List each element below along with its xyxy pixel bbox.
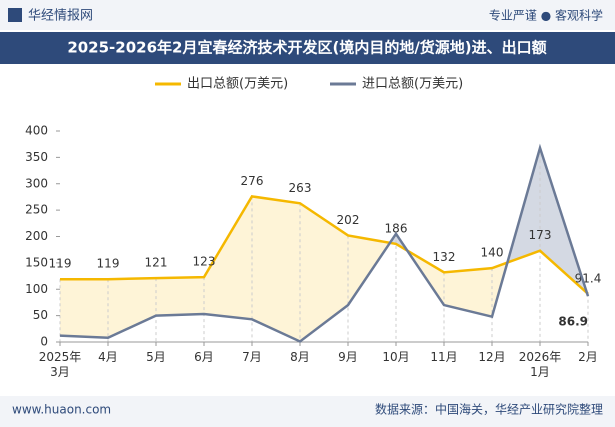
- x-tick-label: 6月: [194, 350, 214, 364]
- chart-title: 2025-2026年2月宜春经济技术开发区(境内目的地/货源地)进、出口额: [67, 39, 546, 57]
- y-tick-label: 0: [40, 335, 48, 349]
- x-tick-label: 2月: [578, 350, 598, 364]
- top-bar: [0, 0, 615, 30]
- value-label: 123: [193, 255, 216, 269]
- x-tick-label: 5月: [146, 350, 166, 364]
- gap-fill: [444, 268, 492, 317]
- y-tick-label: 300: [25, 176, 48, 190]
- x-tick-label: 10月: [382, 350, 410, 364]
- value-label: 132: [433, 250, 456, 264]
- gap-fill: [252, 196, 300, 342]
- y-tick-label: 100: [25, 282, 48, 296]
- footer-bar: [0, 396, 615, 427]
- gap-fill: [60, 279, 108, 338]
- gap-fill: [507, 147, 540, 263]
- value-label: 119: [97, 257, 120, 271]
- gap-fill: [108, 278, 156, 338]
- value-label: 91.4: [575, 271, 602, 285]
- legend-label: 出口总额(万美元): [187, 77, 288, 92]
- legend-label: 进口总额(万美元): [362, 77, 463, 92]
- logo: [8, 8, 22, 22]
- x-tick-label: 2026年1月: [518, 350, 562, 379]
- gap-fill: [156, 277, 204, 316]
- y-tick-label: 250: [25, 203, 48, 217]
- value-label: 202: [337, 213, 360, 227]
- value-label: 121: [145, 256, 168, 270]
- x-tick-label: 8月: [290, 350, 310, 364]
- x-tick-label: 11月: [430, 350, 458, 364]
- y-tick-label: 150: [25, 255, 48, 269]
- title-bar: [0, 32, 615, 64]
- gap-fill: [204, 196, 252, 320]
- slogan: 专业严谨 ● 客观科学: [489, 8, 603, 23]
- value-label: 140: [481, 246, 504, 260]
- brand: 华经情报网: [28, 9, 93, 24]
- x-tick-label: 2025年3月: [38, 350, 82, 379]
- series-line: [59, 143, 590, 343]
- y-tick-label: 400: [25, 124, 48, 138]
- y-tick-label: 50: [33, 308, 48, 322]
- value-label: 119: [49, 257, 72, 271]
- x-tick-label: 7月: [242, 350, 262, 364]
- footer-site: www.huaon.com: [12, 403, 111, 417]
- series-line: [60, 195, 589, 295]
- y-tick-label: 200: [25, 229, 48, 243]
- x-tick-label: 4月: [98, 350, 118, 364]
- value-label: 86.9: [558, 315, 588, 329]
- value-label: 186: [385, 221, 408, 235]
- value-label: 276: [241, 174, 264, 188]
- y-tick-label: 350: [25, 150, 48, 164]
- gap-fill: [300, 203, 348, 342]
- value-label: 173: [529, 228, 552, 242]
- value-label: 263: [289, 181, 312, 195]
- x-tick-label: 9月: [338, 350, 358, 364]
- footer-source: 数据来源：中国海关，华经产业研究院整理: [375, 402, 603, 417]
- x-tick-label: 12月: [478, 350, 506, 364]
